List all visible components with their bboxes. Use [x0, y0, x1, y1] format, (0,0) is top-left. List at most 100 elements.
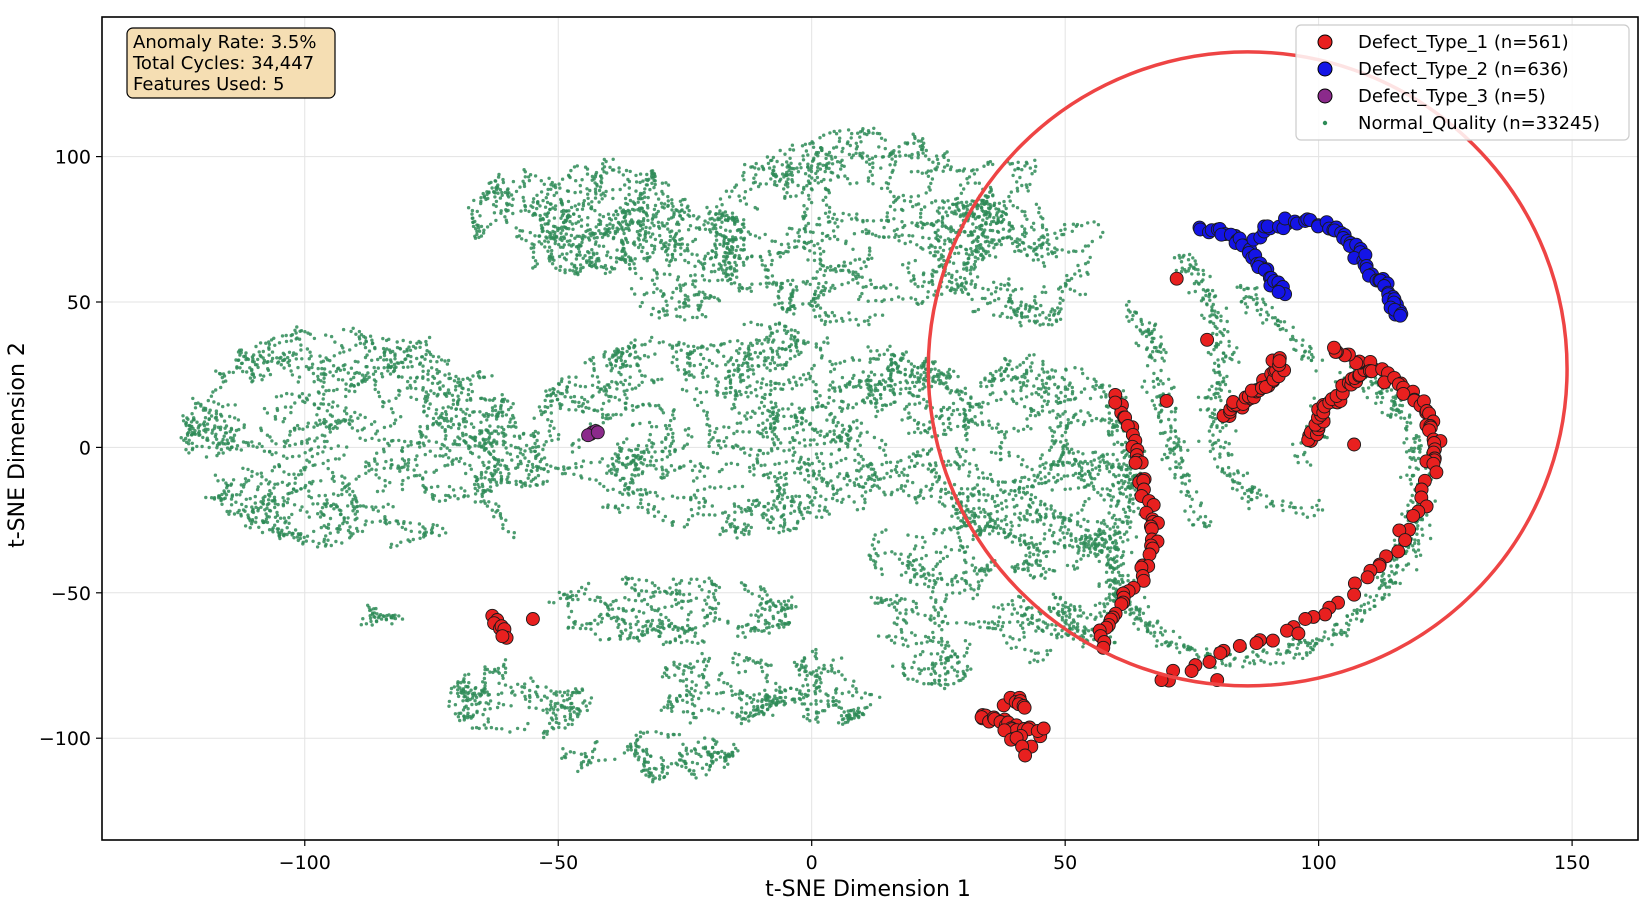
normal-point: [505, 477, 509, 482]
normal-point: [435, 421, 440, 426]
normal-point: [652, 290, 656, 295]
normal-point: [331, 364, 336, 368]
normal-point: [695, 253, 699, 257]
normal-point: [705, 205, 709, 210]
normal-point: [565, 252, 569, 256]
normal-point: [1062, 232, 1066, 237]
normal-point: [727, 374, 732, 378]
normal-point: [816, 303, 820, 307]
normal-point: [1060, 248, 1064, 252]
normal-point: [408, 383, 412, 388]
normal-point: [731, 362, 735, 367]
normal-point: [389, 542, 394, 546]
normal-point: [757, 406, 762, 410]
normal-point: [223, 442, 228, 446]
normal-point: [243, 509, 247, 513]
normal-point: [736, 339, 740, 343]
normal-point: [244, 440, 248, 445]
normal-point: [539, 190, 544, 194]
normal-point: [888, 163, 892, 167]
normal-point: [717, 212, 721, 216]
normal-point: [962, 267, 966, 271]
normal-point: [840, 500, 844, 504]
normal-point: [1019, 303, 1023, 308]
normal-point: [994, 221, 999, 225]
normal-point: [837, 472, 842, 476]
normal-point: [835, 491, 839, 495]
normal-point: [558, 186, 562, 190]
normal-point: [490, 406, 495, 410]
normal-point: [996, 218, 1000, 222]
normal-point: [793, 306, 797, 311]
normal-point: [486, 488, 490, 492]
normal-point: [1028, 182, 1032, 187]
normal-point: [272, 465, 277, 469]
normal-point: [541, 482, 545, 486]
normal-point: [787, 345, 791, 349]
normal-point: [649, 235, 653, 239]
normal-point: [342, 350, 346, 354]
normal-point: [1005, 288, 1010, 292]
normal-point: [612, 213, 616, 217]
normal-point: [482, 448, 487, 452]
normal-point: [707, 424, 712, 428]
normal-point: [509, 193, 514, 197]
normal-point: [328, 427, 332, 431]
normal-point: [597, 390, 601, 394]
normal-point: [565, 214, 570, 219]
normal-point: [811, 145, 816, 149]
normal-point: [384, 338, 389, 343]
normal-point: [316, 512, 320, 516]
normal-point: [781, 340, 785, 344]
normal-point: [989, 292, 994, 296]
normal-point: [976, 257, 980, 261]
normal-point: [496, 467, 500, 471]
normal-point: [597, 229, 601, 233]
normal-point: [863, 481, 868, 486]
normal-point: [1077, 269, 1082, 273]
normal-point: [494, 502, 498, 506]
normal-point: [282, 499, 286, 503]
normal-point: [337, 457, 341, 461]
normal-point: [434, 412, 438, 416]
normal-point: [500, 193, 504, 197]
normal-point: [391, 438, 395, 443]
normal-point: [492, 429, 497, 433]
normal-point: [736, 363, 741, 368]
normal-point: [768, 368, 772, 373]
normal-point: [316, 374, 320, 379]
normal-point: [615, 382, 619, 386]
normal-point: [273, 343, 277, 347]
normal-point: [808, 282, 812, 287]
normal-point: [213, 434, 218, 439]
normal-point: [993, 298, 997, 303]
normal-point: [195, 420, 199, 424]
normal-point: [568, 268, 572, 272]
normal-point: [803, 142, 808, 146]
normal-point: [904, 153, 908, 157]
normal-point: [866, 129, 871, 133]
normal-point: [489, 441, 494, 445]
normal-point: [994, 286, 999, 290]
normal-point: [335, 387, 339, 392]
normal-point: [705, 413, 709, 418]
normal-point: [481, 484, 485, 489]
normal-point: [620, 220, 625, 224]
normal-point: [430, 530, 434, 535]
normal-point: [411, 537, 415, 542]
normal-point: [831, 216, 835, 221]
normal-point: [724, 391, 728, 395]
normal-point: [640, 373, 644, 378]
normal-point: [458, 380, 463, 384]
normal-point: [1025, 185, 1029, 190]
normal-point: [341, 327, 346, 332]
normal-point: [586, 196, 590, 200]
normal-point: [305, 347, 310, 351]
normal-point: [825, 266, 830, 270]
normal-point: [841, 400, 845, 404]
normal-point: [854, 151, 858, 155]
normal-point: [713, 269, 717, 274]
normal-point: [403, 527, 408, 531]
normal-point: [500, 398, 504, 402]
normal-point: [797, 228, 802, 232]
